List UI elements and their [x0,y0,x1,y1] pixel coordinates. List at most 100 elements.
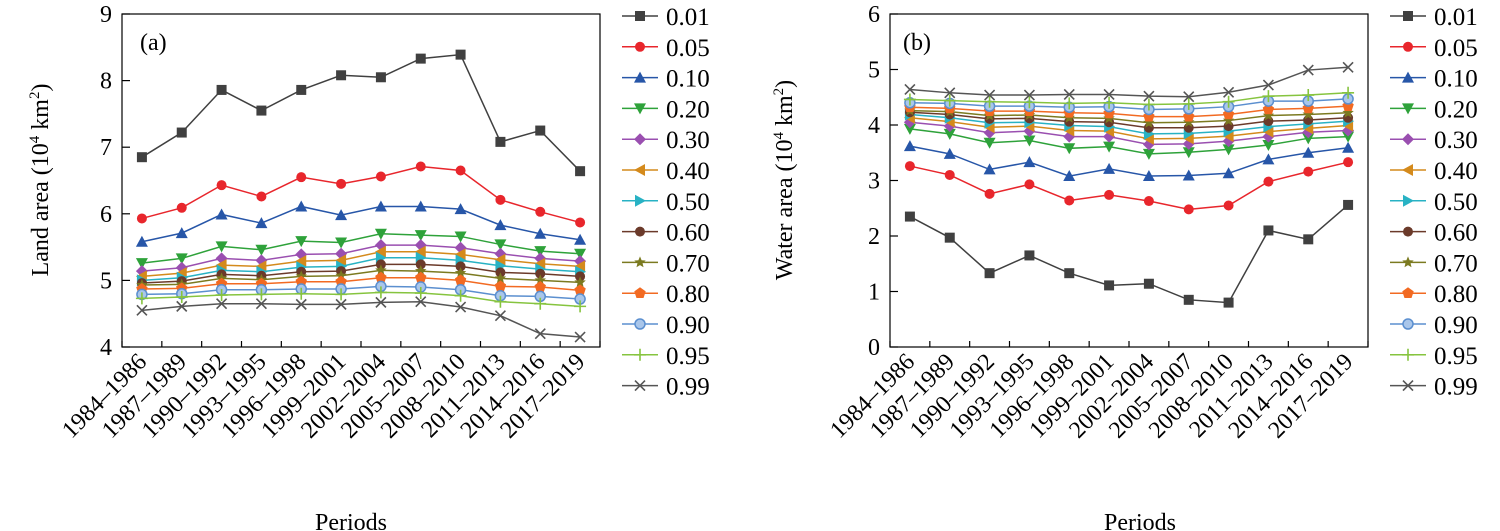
series-0.99 [904,61,1354,103]
legend-label: 0.40 [1434,158,1478,185]
data-point [494,310,506,322]
data-point [575,271,586,282]
data-point [374,245,386,258]
legend-label: 0.05 [1434,35,1478,62]
series-0.30 [135,239,587,278]
legend-marker [1402,71,1414,83]
data-point [1262,90,1275,103]
legend-a: 0.01 0.05 0.10 0.20 0.30 0.40 0.50 0.60 0.70 0.80… [622,4,710,401]
legend-marker [1402,318,1414,330]
y-axis-title-b-end: ) [772,80,798,88]
series-line [141,257,581,282]
data-point [175,253,188,265]
series-line [909,105,1349,118]
series-line [909,111,1349,129]
data-point [136,152,147,163]
data-point [1023,156,1036,168]
data-point [295,287,308,300]
data-point [455,49,466,60]
legend-item: 0.30 [1390,127,1478,154]
y-tick-label: 4 [100,335,112,361]
data-point [1023,96,1036,109]
y-tick-label: 0 [868,335,880,361]
y-tick-label: 1 [868,280,880,306]
series-line [909,113,1349,135]
legend-label: 0.60 [666,220,710,247]
data-point [1262,109,1275,121]
data-point [414,230,427,242]
legend-marker [634,103,646,115]
y-tick-label: 6 [100,202,112,228]
data-point [1182,97,1195,110]
x-axis-b: 1984–19861987–19891990–19921993–19951996… [825,341,1369,444]
data-point [335,254,347,267]
data-point [574,248,587,260]
legend-label: 0.05 [666,35,710,62]
series-0.05 [904,157,1354,215]
legend-item: 0.95 [1390,343,1478,370]
data-point [135,292,148,305]
series-line [909,92,1349,106]
data-point [1342,141,1355,153]
data-point [534,297,547,310]
y-axis-a: 4 5 6 7 8 9 [100,2,130,361]
legend-label: 0.70 [1434,250,1478,277]
series-0.40 [135,245,586,283]
legend-marker [1402,256,1414,268]
legend-label: 0.95 [1434,343,1478,370]
series-0.01 [136,49,586,177]
data-point [1263,225,1274,236]
data-point [415,53,426,64]
legend-item: 0.50 [1390,189,1478,216]
legend-marker [635,226,645,237]
series-0.10 [903,140,1355,182]
data-point [295,200,308,212]
data-point [1024,250,1035,261]
data-point [574,331,586,343]
data-point [296,84,307,95]
data-point [415,271,427,283]
legend-marker [634,133,646,146]
legend-label: 0.95 [666,343,710,370]
data-point [415,259,426,270]
legend-marker [1402,348,1414,361]
legend-label: 0.10 [666,66,710,93]
data-point [903,93,916,106]
data-point [904,211,915,222]
series-0.01 [904,199,1354,308]
panel-label-b: (b) [903,30,931,56]
series-0.95 [135,286,587,313]
series-line [909,66,1349,98]
legend-item: 0.01 [622,4,710,31]
series-line [141,165,581,224]
legend-marker [1402,103,1414,115]
legend-label: 0.01 [1434,4,1478,31]
data-point [574,284,586,296]
data-point [336,70,347,81]
data-point [454,274,467,286]
data-point [1063,97,1076,110]
legend-item: 0.95 [622,343,710,370]
data-point [295,275,307,287]
data-point [1063,143,1076,155]
data-point [1064,195,1075,206]
data-point [375,72,386,83]
panel-label-a: (a) [140,30,167,56]
data-point [1023,125,1036,138]
series-0.10 [135,200,587,247]
data-point [1103,162,1116,174]
data-point [943,128,956,140]
data-point [335,298,347,310]
y-axis-title-b-tail: km [772,95,798,132]
data-point [1183,91,1195,103]
data-point [944,169,955,180]
data-point [1143,90,1155,102]
data-point [1342,106,1354,118]
data-point [176,127,187,138]
series-line [909,121,1349,146]
data-point [1023,89,1035,101]
data-point [1223,297,1234,308]
data-point [1302,64,1314,76]
series-line [909,161,1349,211]
data-point [215,241,228,253]
